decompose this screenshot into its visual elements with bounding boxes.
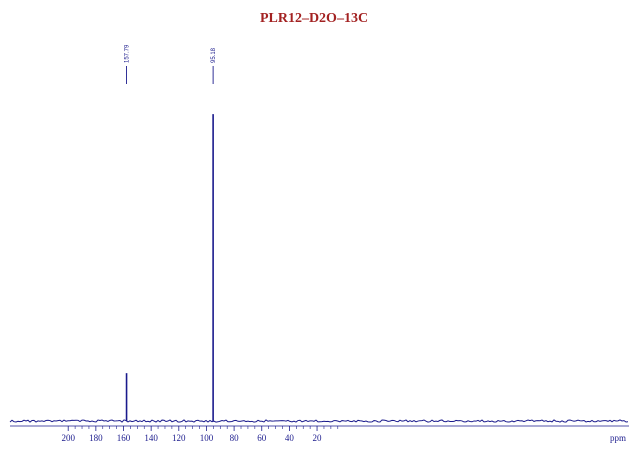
- peak-labels: 157.79 95.18: [125, 44, 217, 84]
- peak-value-label: 95.18: [211, 47, 217, 63]
- chart-title: PLR12–D2O–13C: [260, 11, 368, 26]
- x-tick-label: 160: [117, 433, 131, 443]
- baseline-noise: [9, 419, 629, 423]
- x-tick-label: 140: [144, 433, 158, 443]
- x-tick-label: 100: [200, 433, 214, 443]
- x-tick-label: 60: [257, 433, 267, 443]
- x-tick-label: 120: [172, 433, 186, 443]
- x-tick-label: 180: [89, 433, 103, 443]
- x-axis-label: ppm: [610, 433, 626, 443]
- peak-value-label: 157.79: [125, 44, 131, 63]
- x-tick-label: 40: [285, 433, 295, 443]
- x-tick-label: 20: [313, 433, 323, 443]
- x-tick-label: 200: [61, 433, 75, 443]
- x-axis-ticks: 200 180 160 140 120 100 80 60 40 20: [61, 426, 339, 443]
- peaks: [125, 114, 214, 421]
- x-tick-label: 80: [230, 433, 240, 443]
